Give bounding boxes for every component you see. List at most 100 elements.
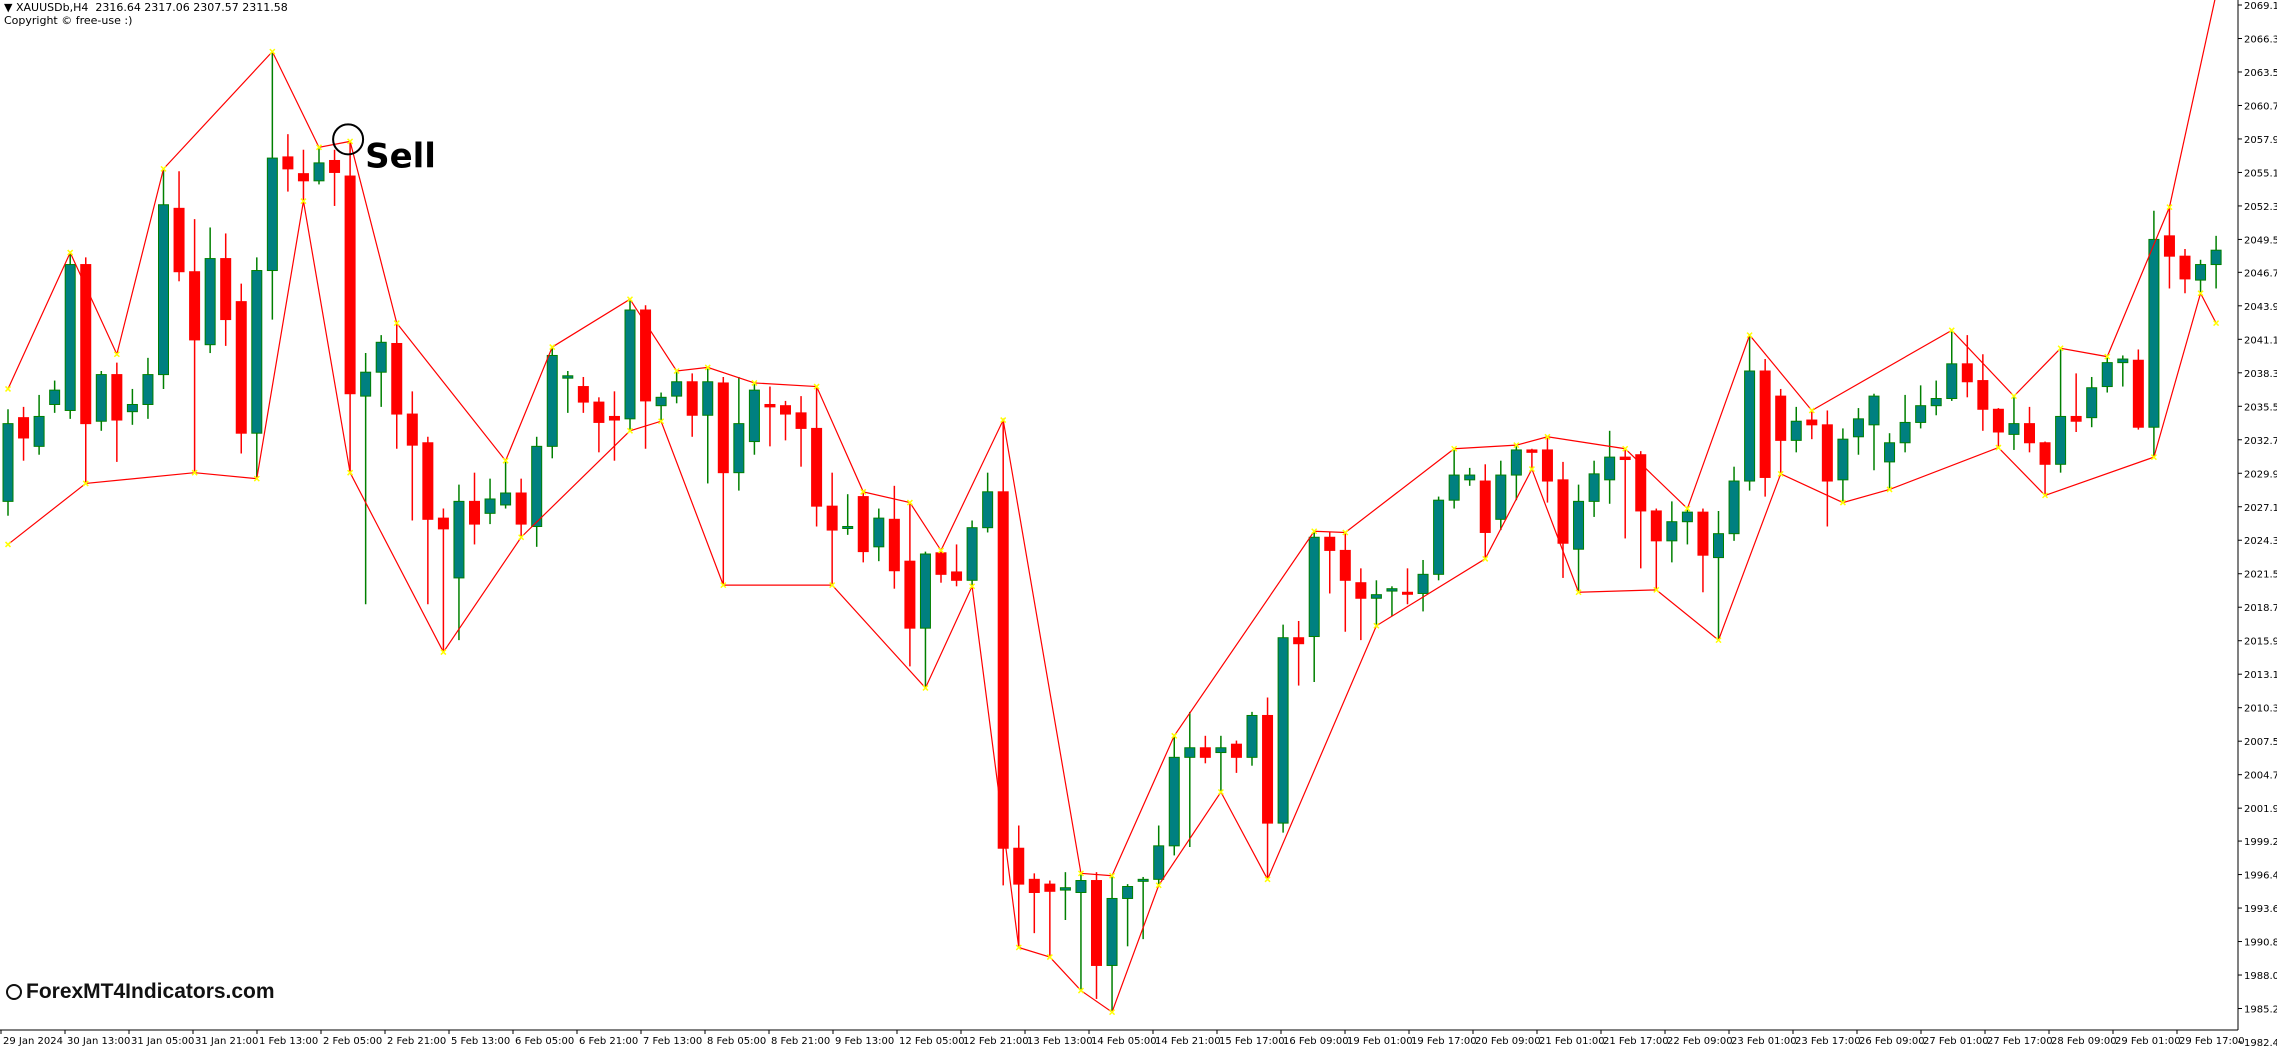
pivot-marker-icon	[922, 684, 929, 691]
triangle-down-icon[interactable]: ▼	[4, 1, 16, 14]
candle-body	[1697, 511, 1709, 556]
candle-body	[1510, 449, 1522, 476]
candle-body	[935, 552, 947, 575]
bear-candle	[1013, 825, 1025, 948]
candle-body	[1402, 591, 1413, 595]
bull-candle	[1433, 496, 1445, 581]
candle-body	[266, 157, 278, 272]
candle-body	[453, 500, 465, 579]
y-tick-label: 1996.40	[2244, 871, 2277, 882]
y-tick-label: 2049.50	[2244, 235, 2277, 246]
pivot-marker-icon	[1109, 1009, 1116, 1016]
pivot-marker-icon	[1046, 954, 1053, 961]
bear-candle	[1650, 508, 1662, 590]
candle-body	[344, 175, 356, 395]
candle-body	[826, 505, 838, 531]
bear-candle	[235, 283, 247, 454]
candle-body	[33, 415, 45, 447]
bull-candle	[2101, 356, 2113, 393]
bear-candle	[18, 406, 30, 461]
candle-body	[2101, 362, 2113, 388]
pivot-marker-icon	[1513, 442, 1520, 449]
candle-body	[2210, 249, 2222, 266]
candle-body	[1122, 886, 1134, 899]
bear-candle	[220, 233, 232, 346]
candle-body	[1106, 897, 1118, 966]
candle-body	[1479, 480, 1491, 533]
candle-body	[235, 301, 247, 434]
candle-body	[1868, 395, 1880, 426]
pivot-marker-icon	[1622, 445, 1629, 452]
bear-candle	[780, 400, 791, 441]
zigzag-layer	[4, 0, 2220, 1016]
x-tick-label: 30 Jan 13:00	[67, 1036, 130, 1047]
bear-candle	[608, 391, 620, 461]
candle-body	[1013, 847, 1025, 885]
candle-body	[640, 309, 652, 402]
bull-candle	[1386, 586, 1398, 617]
candle-body	[1759, 370, 1771, 478]
x-tick-label: 14 Feb 05:00	[1091, 1036, 1157, 1047]
candle-body	[951, 571, 963, 581]
y-tick-label: 2001.95	[2244, 804, 2277, 815]
candle-body	[577, 386, 589, 403]
bull-candle	[2086, 376, 2098, 428]
x-tick-label: 29 Jan 2024	[3, 1036, 63, 1047]
bear-candle	[391, 323, 403, 449]
pivot-marker-icon	[1886, 486, 1893, 493]
candle-body	[2148, 238, 2160, 428]
candle-body	[469, 500, 480, 525]
bull-candle	[2, 409, 14, 516]
copyright-label: Copyright © free-use :)	[4, 14, 133, 27]
pivot-marker-icon	[2166, 204, 2173, 211]
bull-candle	[49, 380, 61, 413]
candle-body	[593, 401, 605, 423]
candle-body	[1091, 880, 1102, 966]
candle-body	[1681, 511, 1693, 523]
pivot-marker-icon	[658, 418, 665, 425]
candle-body	[1495, 474, 1507, 520]
y-tick-label: 1990.80	[2244, 938, 2277, 949]
candle-body	[500, 492, 512, 506]
pivot-marker-icon	[704, 364, 711, 371]
pivot-marker-icon	[2010, 393, 2017, 400]
bull-candle	[251, 257, 263, 479]
bull-candle	[1666, 501, 1678, 563]
bear-candle	[593, 397, 605, 453]
bear-candle	[1619, 448, 1631, 539]
bull-candle	[624, 299, 636, 431]
bull-candle	[1728, 466, 1740, 541]
x-tick-label: 7 Feb 13:00	[643, 1036, 702, 1047]
bull-candle	[1137, 876, 1149, 940]
pivot-marker-icon	[1373, 622, 1380, 629]
candle-body	[1059, 887, 1071, 891]
x-tick-label: 2 Feb 05:00	[323, 1036, 382, 1047]
pivot-marker-icon	[1544, 433, 1551, 440]
candle-body	[2024, 423, 2035, 444]
candle-body	[873, 517, 885, 548]
bear-candle	[282, 134, 294, 192]
bull-candle	[64, 252, 76, 419]
bear-candle	[437, 508, 449, 653]
bear-candle	[686, 373, 698, 437]
candles-layer	[2, 51, 2222, 1013]
bull-candle	[1106, 875, 1118, 1013]
bear-candle	[2039, 441, 2051, 496]
pivot-marker-icon	[1171, 732, 1178, 739]
candle-body	[1355, 582, 1367, 599]
candle-body	[1246, 714, 1258, 758]
x-tick-label: 27 Feb 01:00	[1923, 1036, 1989, 1047]
bull-candle	[2210, 235, 2222, 289]
bull-candle	[1604, 430, 1616, 504]
bull-candle	[1059, 872, 1071, 920]
candle-body	[671, 381, 683, 397]
watermark: ForexMT4Indicators.com	[6, 980, 275, 1004]
bear-candle	[1324, 532, 1336, 594]
candle-body	[64, 264, 76, 411]
y-tick-label: 2035.55	[2244, 402, 2277, 413]
candle-body	[1215, 747, 1227, 754]
candle-body	[1977, 380, 1989, 410]
candle-body	[997, 491, 1009, 849]
